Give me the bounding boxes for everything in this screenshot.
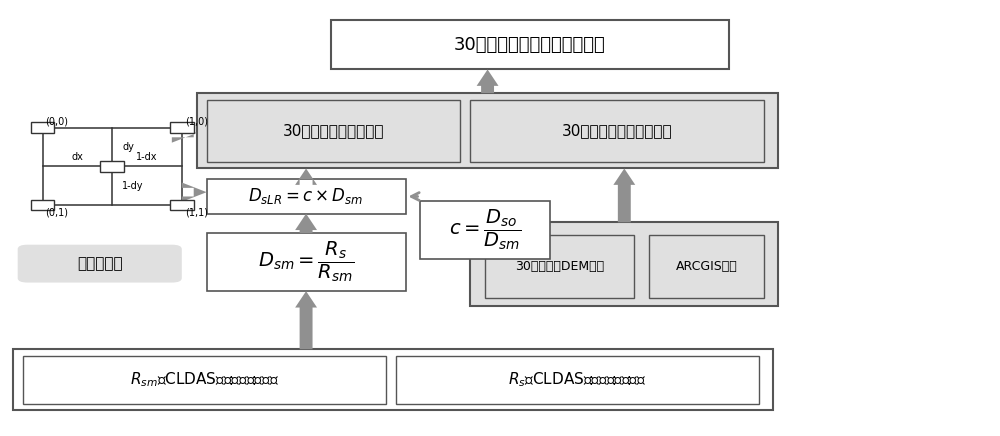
Text: (0,0): (0,0) [46,116,69,126]
Text: 30米分辨率DEM数据: 30米分辨率DEM数据 [515,260,604,273]
Polygon shape [613,168,635,222]
Text: 30米分辨率逐月可照时数: 30米分辨率逐月可照时数 [562,123,672,138]
Text: 双线性插值: 双线性插值 [77,256,123,271]
Bar [31,123,54,133]
Bar [100,161,124,171]
Text: 30米分辨率逐月平均日照时数: 30米分辨率逐月平均日照时数 [454,36,606,54]
Polygon shape [295,214,317,233]
Bar [207,100,460,162]
Bar [13,349,773,409]
Bar [31,200,54,210]
Bar [207,179,406,214]
Text: dy: dy [122,142,134,152]
Text: $R_s$为CLDAS逐月平均太阳辐射: $R_s$为CLDAS逐月平均太阳辐射 [508,371,646,389]
Text: (1,1): (1,1) [185,208,208,218]
Polygon shape [477,69,499,93]
Polygon shape [182,183,207,202]
Polygon shape [172,123,197,143]
Bar [197,93,778,168]
Text: 1-dx: 1-dx [136,152,158,162]
Bar [470,100,764,162]
Text: $c = \dfrac{D_{so}}{D_{sm}}$: $c = \dfrac{D_{so}}{D_{sm}}$ [449,208,521,252]
Text: $R_{sm}$为CLDAS尺度晴空太阳辐射: $R_{sm}$为CLDAS尺度晴空太阳辐射 [130,371,279,389]
Text: ARCGIS软件: ARCGIS软件 [675,260,737,273]
Polygon shape [295,168,317,185]
Text: 1-dy: 1-dy [122,181,144,191]
Bar [23,356,386,404]
FancyBboxPatch shape [18,245,182,283]
Bar [485,235,634,298]
Bar [470,222,778,306]
Text: (0,1): (0,1) [46,208,69,218]
Text: 30米分辨率日照百分率: 30米分辨率日照百分率 [283,123,384,138]
Text: $D_{sLR} = c \times D_{sm}$: $D_{sLR} = c \times D_{sm}$ [248,187,364,207]
Bar [649,235,764,298]
Text: $D_{sm} = \dfrac{R_s}{R_{sm}}$: $D_{sm} = \dfrac{R_s}{R_{sm}}$ [258,240,354,284]
Bar [170,200,194,210]
Bar [420,201,550,259]
Bar [396,356,759,404]
Bar [331,20,729,69]
Bar [170,123,194,133]
Polygon shape [295,291,317,349]
Text: dx: dx [71,152,83,162]
Text: (1,0): (1,0) [185,116,208,126]
Bar [207,233,406,291]
